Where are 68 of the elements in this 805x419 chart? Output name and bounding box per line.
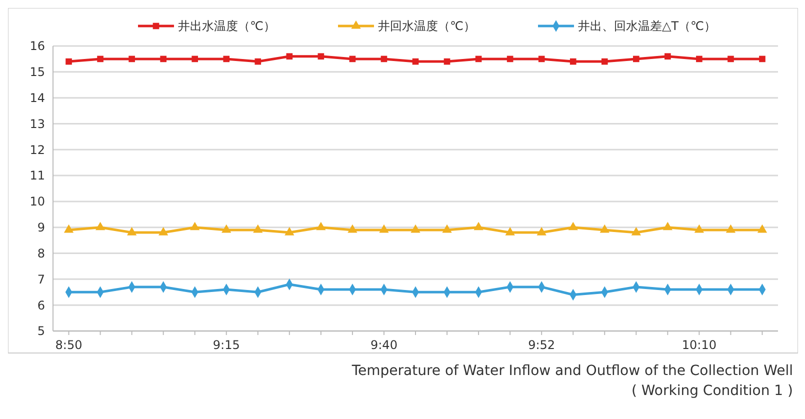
point — [222, 224, 232, 233]
point — [664, 53, 671, 60]
y-tick-label: 11 — [30, 168, 45, 183]
y-tick-label: 10 — [30, 194, 45, 209]
legend-label: 井出水温度（℃） — [178, 19, 276, 34]
point — [97, 56, 104, 62]
point — [696, 56, 702, 62]
point — [475, 56, 482, 62]
point — [536, 226, 546, 236]
x-tick-label: 8:50 — [55, 338, 82, 352]
point — [127, 226, 137, 236]
x-tick-label: 10:10 — [682, 338, 716, 352]
point — [284, 226, 294, 236]
point — [600, 224, 610, 233]
point — [568, 222, 578, 230]
y-tick-label: 8 — [37, 246, 45, 260]
y-tick-label: 9 — [37, 220, 45, 235]
point — [631, 226, 641, 236]
point — [223, 56, 230, 62]
point — [192, 56, 198, 62]
point — [349, 56, 356, 62]
point — [286, 53, 293, 60]
point — [158, 226, 168, 236]
point — [380, 56, 388, 62]
point — [601, 58, 608, 65]
point — [505, 226, 515, 236]
point — [694, 224, 704, 233]
y-tick-label: 7 — [37, 272, 45, 286]
point — [662, 222, 672, 230]
y-tick-label: 5 — [37, 324, 45, 338]
point — [318, 53, 324, 60]
point — [444, 58, 450, 65]
legend-label: 井回水温度（℃） — [378, 19, 476, 34]
point — [442, 224, 452, 233]
text: ( Working Condition 1 ) — [631, 383, 793, 399]
point — [726, 224, 736, 233]
point — [759, 56, 766, 62]
y-tick-label: 13 — [30, 116, 45, 131]
point — [728, 56, 734, 62]
point — [190, 222, 200, 230]
point — [379, 224, 389, 233]
point — [570, 58, 576, 65]
point — [757, 224, 768, 233]
point — [538, 56, 545, 62]
point — [66, 58, 72, 65]
text: Temperature of Water Inflow and Outflow of the Collection Well — [350, 363, 793, 379]
point — [64, 224, 74, 233]
point — [410, 224, 420, 233]
point — [254, 58, 262, 65]
point — [160, 56, 166, 62]
y-tick-label: 16 — [30, 39, 45, 54]
legend-label: 井出、回水温差△T（℃） — [578, 19, 716, 34]
point — [253, 224, 263, 233]
point — [506, 56, 514, 62]
x-tick-label: 9:52 — [528, 338, 556, 352]
y-tick-label: 14 — [30, 91, 45, 106]
point — [632, 56, 640, 62]
point — [412, 58, 419, 65]
y-tick-label: 15 — [30, 65, 45, 80]
point — [128, 56, 135, 62]
y-tick-label: 12 — [30, 142, 45, 157]
x-tick-label: 9:15 — [212, 338, 240, 352]
point — [474, 222, 484, 230]
point — [348, 224, 358, 233]
y-tick-label: 6 — [37, 298, 45, 312]
x-tick-label: 9:40 — [370, 338, 398, 352]
point — [316, 222, 326, 230]
point — [95, 222, 106, 230]
